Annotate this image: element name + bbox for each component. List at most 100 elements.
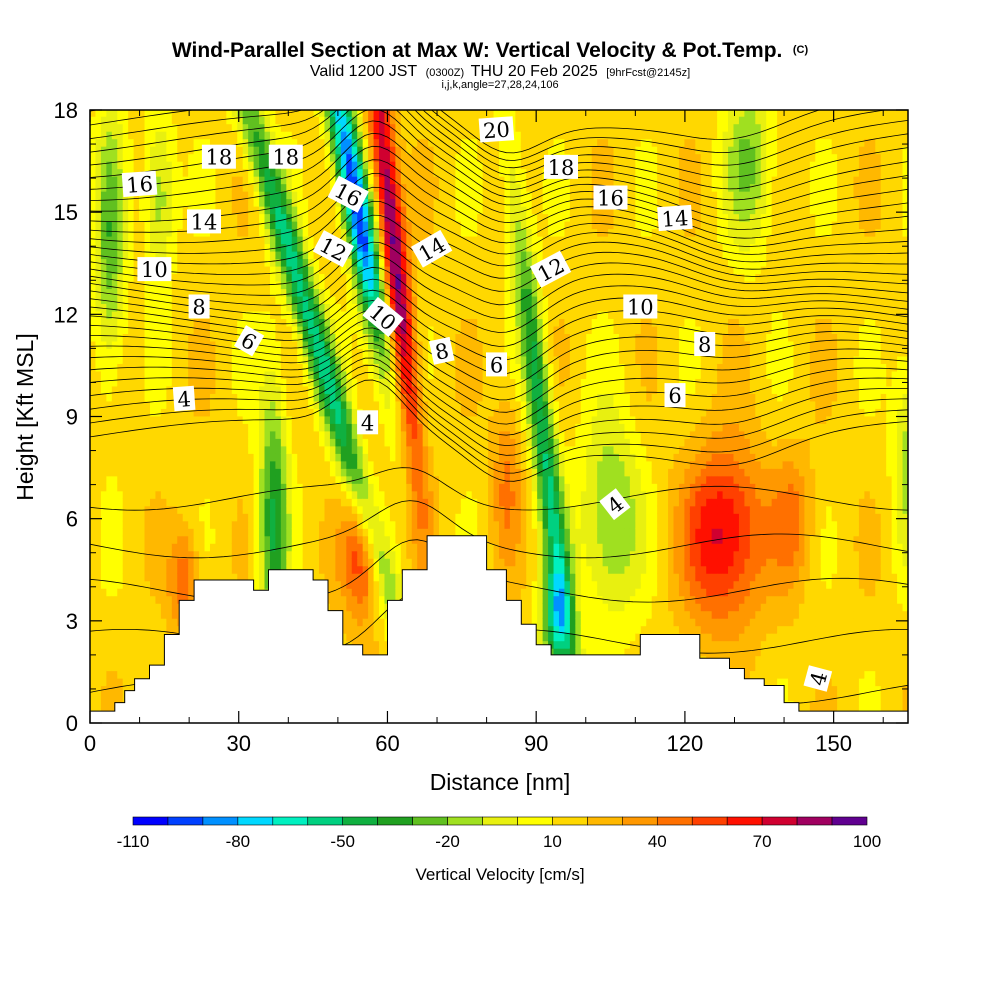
x-tick-label: 0 xyxy=(84,731,96,756)
contour-label-text: 20 xyxy=(482,117,510,143)
x-tick-label: 120 xyxy=(667,731,704,756)
chart-title-mark: (C) xyxy=(793,44,809,56)
colorbar-swatch xyxy=(342,816,378,826)
contour-label: 6 xyxy=(234,325,265,357)
contour-label-text: 8 xyxy=(433,339,451,365)
contour-label: 4 xyxy=(357,410,379,435)
isentrope-line xyxy=(90,110,908,169)
terrain xyxy=(90,535,908,723)
colorbar-swatch xyxy=(622,816,658,826)
colorbar-swatch xyxy=(412,816,448,826)
contour-label: 10 xyxy=(137,257,172,282)
contour-label: 8 xyxy=(188,294,210,320)
colorbar-swatch xyxy=(447,816,483,826)
isentrope-line xyxy=(90,214,908,279)
contour-label: 18 xyxy=(544,154,578,180)
colorbar-swatch xyxy=(517,816,553,826)
isentrope-line xyxy=(90,132,908,230)
contour-label-text: 6 xyxy=(668,384,681,408)
contour-label: 14 xyxy=(657,204,693,232)
isentrope-line xyxy=(90,110,890,161)
x-tick-label: 30 xyxy=(226,731,250,756)
chart-subtitle-fcst: [9hrFcst@2145z] xyxy=(606,67,690,79)
colorbar-swatch xyxy=(691,816,728,826)
isentrope-line xyxy=(90,120,908,221)
contour-label: 8 xyxy=(429,336,455,365)
y-axis-label: Height [Kft MSL] xyxy=(12,333,38,500)
chart-title-line: Wind-Parallel Section at Max W: Vertical… xyxy=(172,39,809,62)
axes: 0 30 60 90 120 150 0 3 6 9 12 15 18 xyxy=(54,98,908,756)
y-tick-label: 0 xyxy=(66,711,78,736)
contour-label: 4 xyxy=(172,385,196,412)
x-axis-label: Distance [nm] xyxy=(430,769,571,795)
colorbar-swatch xyxy=(656,816,693,826)
contour-label-text: 18 xyxy=(206,146,233,170)
colorbar-tick-label: 70 xyxy=(753,832,772,851)
colorbar-swatch xyxy=(167,816,204,826)
isentrope-line xyxy=(90,172,908,255)
colorbar-tick-label: -20 xyxy=(435,832,460,851)
colorbar-swatch xyxy=(237,816,274,826)
contour-label-text: 8 xyxy=(698,333,711,357)
colorbar-swatch xyxy=(272,816,309,826)
x-tick-label: 90 xyxy=(524,731,548,756)
isentrope-line xyxy=(90,318,908,401)
isentrope-line xyxy=(90,254,908,319)
chart-subtitle-utc: (0300Z) xyxy=(426,67,465,79)
isentrope-line xyxy=(90,335,908,425)
contour-label-text: 8 xyxy=(192,296,205,320)
colorbar-swatch xyxy=(726,816,763,826)
isentrope-line xyxy=(90,228,908,292)
isentrope-line xyxy=(90,200,908,270)
colorbar-tick-label: -50 xyxy=(330,832,355,851)
contour-label: 14 xyxy=(187,209,221,234)
contour-label-text: 4 xyxy=(805,669,832,688)
isentrope-line xyxy=(90,343,908,436)
chart-subtitle-main: Valid 1200 JST xyxy=(310,63,418,80)
contour-label: 10 xyxy=(362,296,404,338)
isentrope-line xyxy=(90,500,908,559)
colorbar-swatch xyxy=(587,816,623,826)
contour-label: 4 xyxy=(803,665,833,692)
colorbar-swatch xyxy=(202,816,239,826)
isentrope-line xyxy=(90,159,908,247)
contour-label: 10 xyxy=(623,294,658,320)
colorbar-swatch xyxy=(796,816,833,826)
isentrope-line xyxy=(90,467,908,511)
chart-title: Wind-Parallel Section at Max W: Vertical… xyxy=(172,39,783,62)
colorbar-swatch xyxy=(552,816,588,826)
contour-label: 6 xyxy=(664,383,686,408)
colorbar-tick-label: 100 xyxy=(853,832,881,851)
isentrope-line xyxy=(90,241,908,306)
contour-label-text: 14 xyxy=(191,210,218,234)
isentrope-line xyxy=(90,110,821,154)
colorbar-tick-label: 10 xyxy=(543,832,562,851)
contour-label-text: 14 xyxy=(661,206,689,232)
colorbar-swatch xyxy=(377,816,413,826)
y-tick-label: 6 xyxy=(66,507,78,532)
isentrope-line xyxy=(90,364,908,465)
chart-subtitle-date: THU 20 Feb 2025 xyxy=(471,63,598,80)
contour-label: 8 xyxy=(694,332,716,357)
colorbar-swatch xyxy=(761,816,798,826)
contour-label-text: 16 xyxy=(125,172,153,198)
contour-label-text: 18 xyxy=(272,146,299,170)
colorbar-swatch xyxy=(307,816,344,826)
contour-label: 18 xyxy=(201,144,236,170)
contour-label-text: 4 xyxy=(361,411,374,435)
colorbar: -110 -80 -50 -20 10 40 70 100 xyxy=(117,816,881,851)
contour-label: 18 xyxy=(268,144,303,170)
isentrope-line xyxy=(90,357,908,456)
colorbar-swatch xyxy=(132,816,169,826)
colorbar-tick-label: -110 xyxy=(117,832,150,851)
isentrope-line xyxy=(90,145,908,239)
colorbar-swatch xyxy=(831,816,868,826)
colorbar-tick-label: -80 xyxy=(226,832,251,851)
isentrope-line xyxy=(90,110,908,211)
isentrope-line xyxy=(90,266,908,333)
x-tick-label: 60 xyxy=(375,731,399,756)
y-tick-label: 18 xyxy=(54,98,78,123)
isentrope-line xyxy=(90,110,908,178)
contour-label-text: 16 xyxy=(597,187,624,211)
